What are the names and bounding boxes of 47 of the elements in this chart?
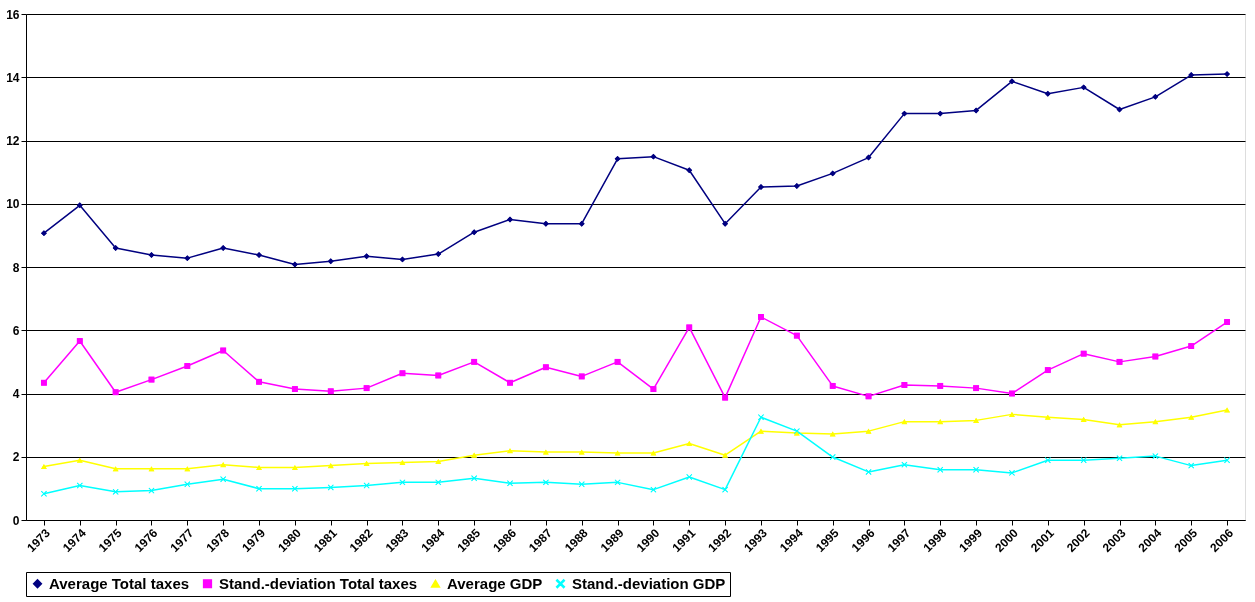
- point: [1080, 84, 1087, 91]
- y-tick-label: 6: [12, 323, 20, 338]
- point: [148, 376, 155, 383]
- y-tick-label: 0: [12, 513, 20, 528]
- point: [507, 448, 513, 454]
- y-tick-label: 12: [6, 134, 20, 148]
- point: [184, 363, 191, 369]
- y-tick-label: 14: [6, 70, 20, 85]
- point: [829, 170, 836, 177]
- point: [435, 251, 442, 257]
- point: [758, 428, 764, 434]
- y-tick-label: 16: [6, 7, 20, 22]
- point: [829, 454, 836, 461]
- point: [901, 382, 908, 388]
- point: [865, 154, 872, 161]
- point: [614, 450, 621, 456]
- point: [1080, 350, 1087, 357]
- point: [256, 252, 262, 258]
- legend-label: Stand.-deviation Total taxes: [219, 574, 418, 592]
- point: [650, 153, 657, 160]
- point: [184, 466, 191, 472]
- point: [650, 450, 657, 456]
- y-tick-label: 10: [6, 197, 20, 212]
- y-tick-label: 2: [12, 450, 20, 465]
- point: [256, 485, 262, 492]
- legend-label: Average Total taxes: [49, 574, 190, 592]
- point: [901, 110, 908, 117]
- point: [399, 256, 406, 263]
- y-tick-label: 8: [12, 260, 20, 275]
- legend-label: Average GDP: [447, 574, 543, 592]
- point: [148, 252, 155, 258]
- y-tick-label: 4: [12, 387, 20, 401]
- point: [865, 393, 872, 400]
- point: [1009, 78, 1015, 85]
- point: [507, 480, 513, 487]
- point: [112, 245, 119, 251]
- point: [829, 431, 836, 437]
- point: [1009, 390, 1015, 397]
- point: [865, 428, 872, 434]
- point: [1116, 422, 1123, 428]
- point: [758, 314, 764, 320]
- point: [1152, 353, 1159, 360]
- legend-label: Stand.-deviation GDP: [572, 574, 726, 592]
- point: [507, 216, 513, 223]
- point: [112, 466, 119, 472]
- point: [435, 372, 442, 379]
- point: [148, 466, 155, 472]
